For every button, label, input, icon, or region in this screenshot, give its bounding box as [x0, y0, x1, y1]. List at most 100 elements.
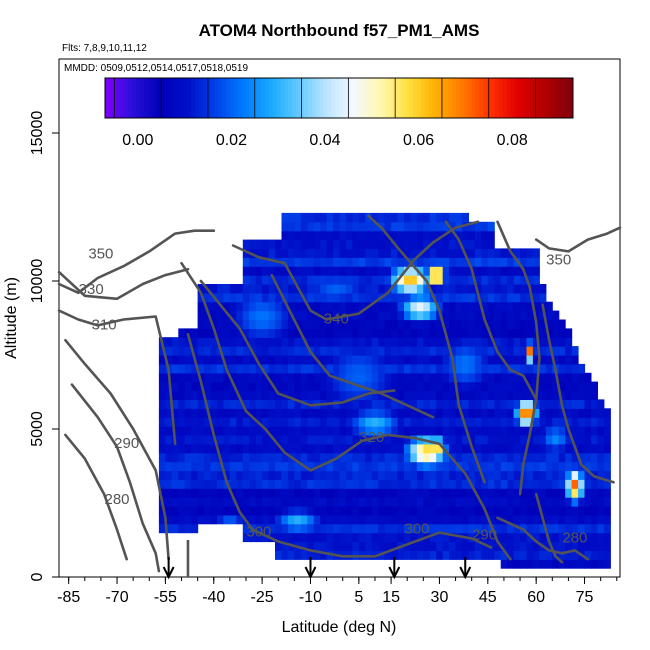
heatmap-cell [558, 532, 566, 543]
heatmap-cell [481, 248, 489, 258]
heatmap-cell [178, 523, 186, 534]
heatmap-cell [436, 301, 444, 312]
heatmap-cell [210, 488, 218, 498]
heatmap-cell [191, 497, 199, 507]
heatmap-cell [494, 292, 502, 303]
heatmap-cell [184, 381, 192, 392]
heatmap-cell [391, 541, 399, 551]
heatmap-cell [520, 408, 528, 418]
heatmap-cell [307, 212, 315, 223]
heatmap-cell [371, 266, 379, 276]
dates-subtitle: MMDD: 0509,0512,0514,0517,0518,0519 [64, 63, 248, 74]
heatmap-cell [242, 301, 250, 312]
heatmap-cell [307, 541, 315, 551]
heatmap-cell [236, 514, 244, 525]
heatmap-cell [436, 363, 444, 374]
heatmap-cell [423, 230, 431, 241]
heatmap-cell [474, 399, 482, 409]
colorbar-swatch [163, 78, 168, 118]
contour-line [57, 229, 216, 295]
heatmap-cell [268, 355, 276, 365]
heatmap-cell [500, 310, 508, 321]
heatmap-cell [307, 532, 315, 543]
heatmap-cell [449, 479, 457, 489]
heatmap-cell [191, 479, 199, 489]
heatmap-cell [365, 506, 373, 516]
colorbar-swatch [526, 78, 531, 118]
heatmap-cell [507, 559, 515, 569]
heatmap-cell [423, 310, 431, 321]
heatmap-cell [197, 452, 205, 463]
heatmap-cell [281, 381, 289, 392]
heatmap-cell [481, 266, 489, 276]
heatmap-cell [378, 248, 386, 258]
heatmap-cell [184, 355, 192, 365]
heatmap-cell [578, 506, 586, 516]
heatmap-cell [416, 284, 424, 294]
heatmap-cell [204, 372, 212, 383]
heatmap-cell [158, 363, 166, 374]
heatmap-cell [339, 381, 347, 392]
heatmap-cell [178, 506, 186, 516]
heatmap-cell [313, 470, 321, 480]
heatmap-cell [236, 292, 244, 303]
heatmap-cell [391, 417, 399, 427]
heatmap-cell [436, 514, 444, 525]
heatmap-cell [571, 355, 579, 365]
colorbar-swatch [292, 78, 297, 118]
heatmap-cell [268, 310, 276, 321]
y-tick-label: 10000 [29, 259, 46, 304]
heatmap-cell [165, 355, 173, 365]
heatmap-cell [358, 532, 366, 543]
heatmap-cell [307, 301, 315, 312]
colorbar-swatch [510, 78, 515, 118]
colorbar-swatch [522, 78, 527, 118]
heatmap-cell [462, 346, 469, 356]
heatmap-cell [242, 390, 250, 400]
colorbar-swatch [284, 78, 289, 118]
heatmap-cell [217, 506, 224, 516]
heatmap-cell [210, 372, 218, 383]
heatmap-cell [352, 372, 360, 383]
heatmap-cell [494, 363, 502, 374]
heatmap-cell [423, 443, 431, 454]
heatmap-cell [494, 310, 502, 321]
heatmap-cell [184, 408, 192, 418]
heatmap-cell [384, 541, 392, 551]
heatmap-cell [558, 514, 566, 525]
heatmap-cell [378, 239, 386, 250]
heatmap-cell [404, 523, 411, 534]
heatmap-cell [487, 497, 495, 507]
heatmap-cell [378, 470, 386, 480]
heatmap-cell [268, 257, 276, 267]
heatmap-cell [217, 461, 224, 472]
heatmap-cell [423, 212, 431, 223]
heatmap-cell [545, 479, 553, 489]
heatmap-cell [391, 275, 399, 285]
heatmap-cell [339, 479, 347, 489]
heatmap-cell [275, 434, 282, 445]
heatmap-cell [352, 417, 360, 427]
heatmap-cell [171, 479, 179, 489]
heatmap-cell [307, 284, 315, 294]
heatmap-cell [300, 372, 308, 383]
heatmap-cell [184, 363, 192, 374]
heatmap-cell [365, 452, 373, 463]
heatmap-cell [300, 434, 308, 445]
heatmap-cell [313, 328, 321, 338]
colorbar-swatch [428, 78, 434, 118]
heatmap-cell [416, 550, 424, 560]
heatmap-cell [165, 434, 173, 445]
heatmap-cell [165, 426, 173, 436]
heatmap-cell [313, 275, 321, 285]
heatmap-cell [197, 461, 205, 472]
heatmap-cell [268, 461, 276, 472]
heatmap-cell [320, 381, 328, 392]
heatmap-cell [365, 372, 373, 383]
heatmap-cell [352, 408, 360, 418]
heatmap-cell [552, 408, 560, 418]
colorbar-swatch [479, 78, 484, 118]
heatmap-cell [236, 497, 244, 507]
heatmap-cell [223, 470, 231, 480]
heatmap-cell [378, 497, 386, 507]
